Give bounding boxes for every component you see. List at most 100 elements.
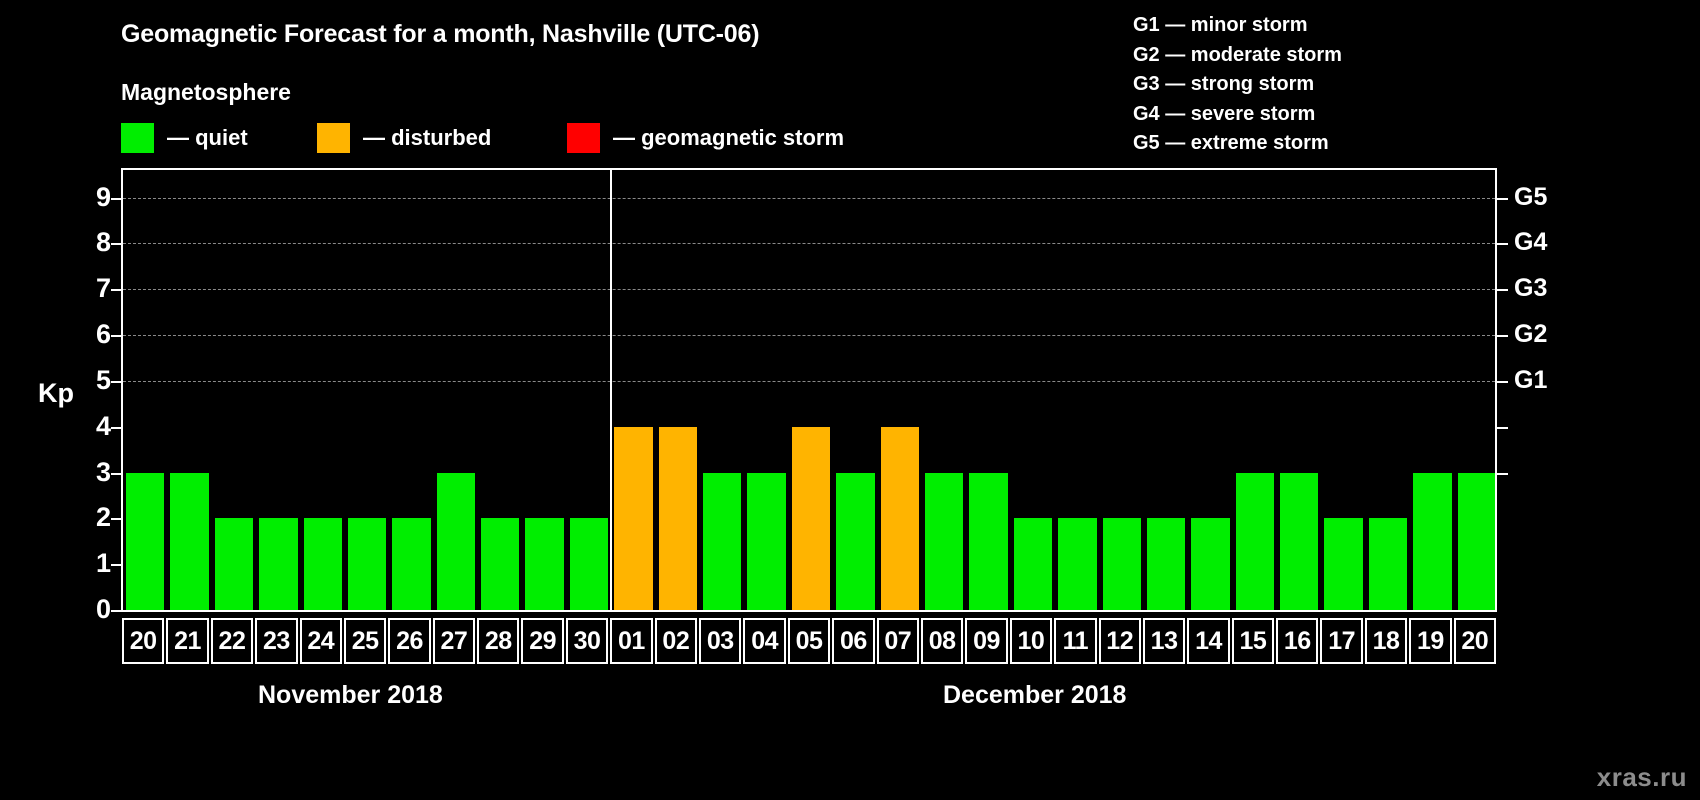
gridline [123,380,1495,382]
x-axis-day-label[interactable]: 28 [477,618,520,664]
bar [1235,472,1275,610]
y-axis-tick [111,197,122,200]
x-axis-day-label[interactable]: 26 [388,618,431,664]
g-axis-tick [1497,335,1508,337]
x-axis-day-label[interactable]: 05 [787,618,831,664]
g-axis-label: G4 [1514,228,1548,257]
legend-color-swatch [121,123,154,153]
bar-series [123,170,1495,610]
x-axis-day-label[interactable]: 23 [255,618,298,664]
bar [1013,518,1053,610]
x-axis-day-label[interactable]: 08 [920,618,964,664]
y-axis-tick-label: 8 [95,227,111,258]
gscale-line: G5 — extreme storm [1133,132,1329,154]
y-axis-tick-label: 0 [95,594,111,624]
x-axis-day-label[interactable]: 01 [610,618,653,664]
y-axis-tick-label: 9 [95,181,111,212]
legend-item-label: — disturbed [363,125,492,150]
x-axis-day-label[interactable]: 30 [565,618,609,664]
x-axis-day-label[interactable]: 25 [343,618,387,664]
x-axis-day-label[interactable]: 27 [432,618,476,664]
x-axis-day-label[interactable]: 18 [1364,618,1408,664]
bar [1146,518,1186,610]
legend-item: — disturbed [317,123,491,153]
bar [525,518,564,610]
g-axis-label: G1 [1514,365,1548,394]
y-axis-tick [111,610,122,612]
x-axis-day-label[interactable]: 10 [1009,618,1053,664]
x-axis-day-label[interactable]: 16 [1276,618,1319,664]
x-axis-day-label[interactable]: 19 [1409,618,1452,664]
y-axis-tick [111,335,122,337]
bar [747,472,786,610]
legend-heading: Magnetosphere [121,79,291,105]
legend-item: — geomagnetic storm [567,123,844,153]
gscale-line: G1 — minor storm [1133,14,1308,36]
g-axis-tick [1497,289,1508,292]
x-axis-day-label[interactable]: 12 [1098,618,1141,664]
bar [1191,518,1230,610]
g-axis-label: G5 [1514,182,1548,211]
plot-area [121,168,1497,612]
x-axis-day-label[interactable]: 11 [1054,618,1097,664]
bar [126,472,165,610]
y-axis-tick-label: 2 [95,502,111,533]
y-axis-title: Kp [38,378,74,408]
gscale-line: G4 — severe storm [1133,102,1316,125]
x-axis-day-label[interactable]: 13 [1142,618,1186,664]
bar [392,518,431,610]
x-axis-day-label[interactable]: 24 [299,618,342,664]
gridline [123,289,1495,291]
x-axis-day-label[interactable]: 22 [210,618,254,664]
bar [436,472,476,610]
bar [614,426,653,610]
x-axis-day-label[interactable]: 03 [699,618,742,664]
y-axis-tick-label: 3 [95,456,111,487]
g-axis-label: G3 [1514,274,1548,303]
month-divider-line [610,170,613,610]
bar [703,472,742,610]
g-axis-label: G2 [1514,320,1548,348]
gscale-line: G3 — strong storm [1133,73,1315,95]
watermark: xras.ru [1596,762,1687,792]
x-axis-day-label[interactable]: 15 [1231,618,1275,664]
x-axis-day-label[interactable]: 06 [832,618,875,664]
y-axis-tick [111,426,122,429]
x-axis-day-label[interactable]: 04 [743,618,786,664]
gridline [123,243,1495,245]
page-title: Geomagnetic Forecast for a month, Nashvi… [121,20,760,48]
x-axis-day-label[interactable]: 17 [1320,618,1363,664]
bar [836,472,875,610]
legend-item-label: — quiet [167,125,248,150]
bar [880,426,919,610]
g-axis-tick [1497,426,1508,429]
bar [347,518,387,610]
bar [1457,472,1495,610]
x-axis-day-label[interactable]: 20 [1453,618,1496,664]
x-axis-day-label[interactable]: 09 [965,618,1008,664]
x-axis-day-label[interactable]: 14 [1187,618,1230,664]
bar [1280,472,1319,610]
y-axis-tick [111,289,122,292]
legend-color-swatch [317,123,350,153]
x-axis-day-label[interactable]: 02 [654,618,698,664]
y-axis-tick-label: 4 [95,410,111,441]
y-axis-tick-label: 5 [95,364,111,395]
g-axis-tick [1497,472,1508,475]
bar [259,518,298,610]
x-axis-day-label[interactable]: 29 [521,618,564,664]
bar [791,426,831,610]
bar [924,472,964,610]
x-axis-day-label[interactable]: 07 [876,618,919,664]
y-axis-tick-label: 1 [95,548,111,579]
bar [1102,518,1141,610]
x-axis-day-label[interactable]: 21 [166,618,209,664]
bar [1058,518,1097,610]
x-axis-day-labels: 20 21 22 23 24 25 26 27 28 29 30 01 02 03 04 05 06 07 08 09… [121,618,1497,664]
x-axis-day-label[interactable]: 20 [122,618,165,664]
g-axis-tick [1497,243,1508,246]
legend-item: — quiet [121,123,248,153]
g-axis-tick [1497,197,1508,200]
gscale-legend: G1 — minor storm G2 — moderate storm G3 — … [1133,11,1342,159]
